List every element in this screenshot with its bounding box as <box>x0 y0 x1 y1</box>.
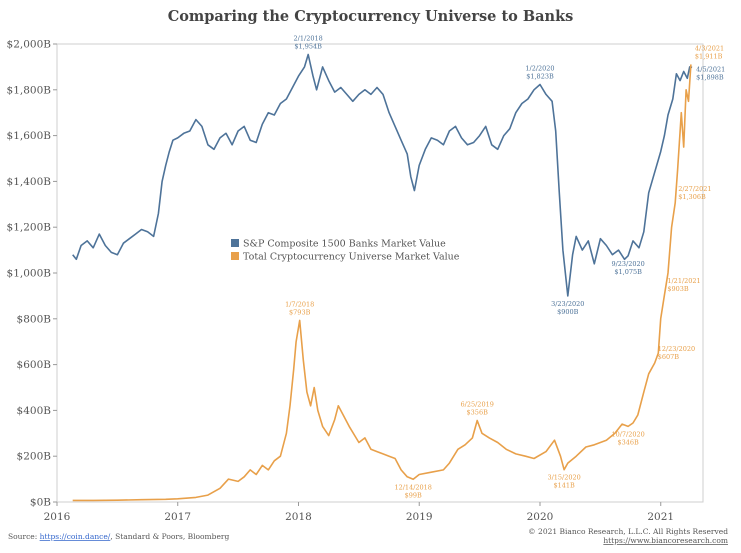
annotation-date: 12/23/2020 <box>658 345 695 353</box>
annotation-date: 12/14/2018 <box>394 483 431 491</box>
source-prefix: Source: <box>8 532 40 541</box>
y-tick-label: $800B <box>17 313 52 325</box>
annotations: 2/1/2018$1,954B1/2/2020$1,823B3/23/2020$… <box>285 35 725 500</box>
x-tick-label: 2016 <box>44 511 71 523</box>
annotation-date: 1/7/2018 <box>285 300 314 308</box>
series-layer <box>72 53 693 502</box>
annotation-date: 2/1/2018 <box>294 35 323 43</box>
chart-title: Comparing the Cryptocurrency Universe to… <box>167 8 574 25</box>
annotation-value: $1,898B <box>696 73 724 81</box>
legend-label-crypto: Total Cryptocurrency Universe Market Val… <box>243 252 460 263</box>
y-tick-label: $600B <box>17 359 52 371</box>
x-tick-label: 2021 <box>647 511 674 523</box>
footer: Source: https://coin.dance/, Standard & … <box>8 527 728 545</box>
legend-label-banks: S&P Composite 1500 Banks Market Value <box>243 239 446 250</box>
annotation-value: $607B <box>658 353 680 361</box>
annotation-value: $141B <box>553 482 575 490</box>
annotation-date: 10/7/2020 <box>611 430 644 438</box>
legend: S&P Composite 1500 Banks Market Value To… <box>231 239 460 263</box>
x-tick-label: 2017 <box>164 511 191 523</box>
y-tick-label: $1,200B <box>7 222 52 234</box>
copyright-text: © 2021 Bianco Research, L.L.C. All Right… <box>528 527 728 536</box>
source-suffix: , Standard & Poors, Bloomberg <box>110 532 229 541</box>
annotation-date: 1/2/2020 <box>525 65 554 73</box>
annotation-value: $1,954B <box>294 43 322 51</box>
annotation-date: 6/25/2019 <box>461 400 494 408</box>
legend-swatch-banks <box>231 239 239 247</box>
annotation-date: 4/5/2021 <box>696 65 725 73</box>
annotation-date: 3/23/2020 <box>551 300 584 308</box>
source-note: Source: https://coin.dance/, Standard & … <box>8 532 229 541</box>
annotation-value: $793B <box>289 308 311 316</box>
legend-swatch-crypto <box>231 252 239 260</box>
plot-frame <box>56 43 704 503</box>
y-tick-label: $1,400B <box>7 176 52 188</box>
series-line-crypto <box>72 64 692 502</box>
y-tick-label: $1,600B <box>7 130 52 142</box>
source-link[interactable]: https://coin.dance/ <box>40 532 111 541</box>
annotation-date: 3/15/2020 <box>547 474 580 482</box>
y-tick-label: $400B <box>17 405 52 417</box>
website-link[interactable]: https://www.biancoresearch.com <box>603 536 728 545</box>
annotation-value: $346B <box>617 438 639 446</box>
annotation-date: 9/23/2020 <box>611 260 644 268</box>
annotation-value: $1,075B <box>614 268 642 276</box>
y-tick-label: $0B <box>30 497 51 509</box>
annotation-value: $900B <box>557 308 579 316</box>
annotation-date: 2/27/2021 <box>678 185 711 193</box>
x-tick-label: 2018 <box>285 511 312 523</box>
y-tick-label: $1,000B <box>7 268 52 280</box>
series-line-banks <box>72 53 693 297</box>
annotation-value: $1,911B <box>695 52 723 60</box>
annotation-value: $903B <box>667 285 689 293</box>
y-tick-label: $200B <box>17 451 52 463</box>
annotation-value: $356B <box>467 408 489 416</box>
x-tick-label: 2019 <box>406 511 433 523</box>
y-tick-label: $2,000B <box>7 39 52 51</box>
annotation-value: $1,823B <box>526 73 554 81</box>
x-tick-label: 2020 <box>527 511 554 523</box>
annotation-value: $1,306B <box>678 193 706 201</box>
axes: $0B $200B $400B $600B $800B $1,000B $1,200B $1,… <box>7 39 704 523</box>
annotation-value: $99B <box>405 491 422 499</box>
annotation-date: 4/3/2021 <box>695 44 724 52</box>
annotation-date: 1/21/2021 <box>667 277 700 285</box>
y-tick-label: $1,800B <box>7 84 52 96</box>
